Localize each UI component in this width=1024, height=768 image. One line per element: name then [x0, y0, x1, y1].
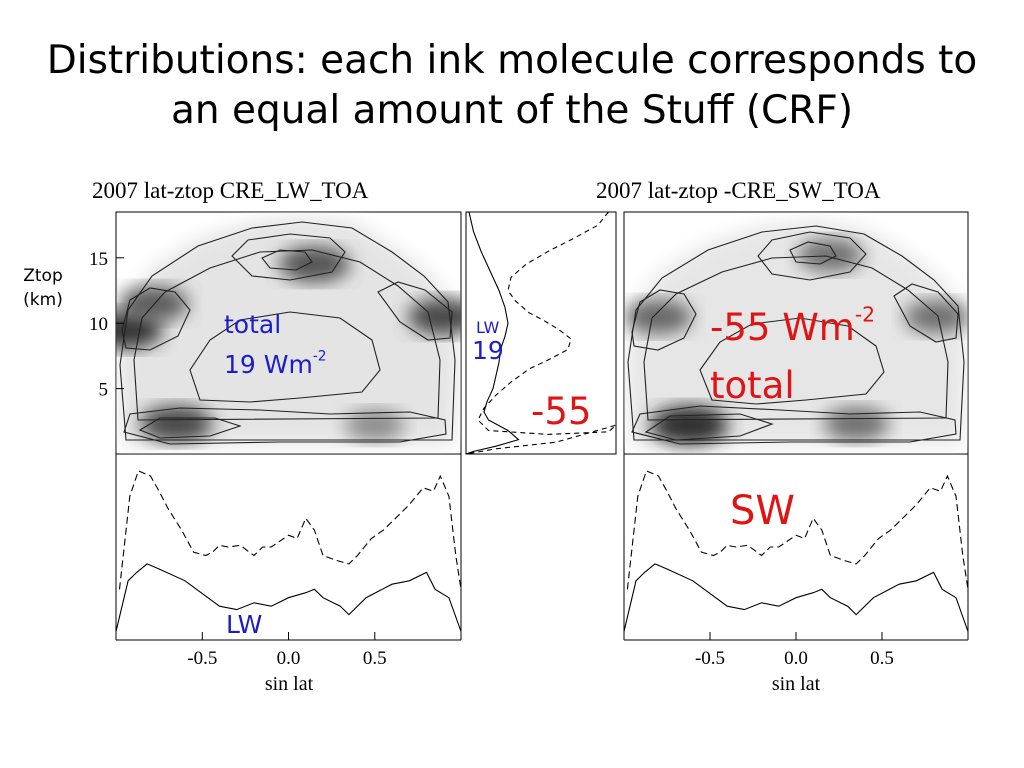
sw-label: SW	[730, 488, 795, 534]
sw-zonal-solid-line	[623, 563, 969, 632]
ztop-label-line-2: (km)	[23, 290, 63, 310]
lw-zonal-x-tick-label-2: 0.5	[363, 648, 387, 669]
sw-maximum-1	[797, 238, 864, 272]
sw-heatmap-panel	[623, 211, 969, 455]
sw-x-axis-label: sin lat	[772, 673, 821, 695]
lw-zonal-x-tick-label-1: 0.0	[277, 648, 301, 669]
lw-maximum-3	[407, 298, 461, 335]
profile-frame	[465, 211, 617, 455]
lw-total-exponent: -2	[312, 348, 327, 365]
profile-lw-value: 19	[472, 336, 504, 365]
sw-contours	[627, 225, 965, 445]
sw-low-contour	[631, 405, 957, 445]
slide-title-line-1: Distributions: each ink molecule corresp…	[46, 38, 978, 83]
lw-maximum-5	[344, 409, 405, 441]
lw-total-word: total	[224, 310, 282, 339]
lw-background-field	[118, 216, 458, 445]
profile-sw-value: -55	[531, 390, 592, 433]
profile-lw-label: LW	[476, 318, 500, 337]
lw-total-value-text: 19 Wm	[224, 350, 313, 379]
lw-zonal-x-tick-label-0: -0.5	[187, 648, 217, 669]
sw-upper-contour	[757, 231, 867, 281]
lw-heatmap-panel: 5 10 15	[89, 211, 462, 455]
sw-total-exponent: -2	[854, 302, 876, 327]
lw-total-value: 19 Wm-2	[224, 350, 327, 379]
lw-low-contour	[123, 407, 447, 445]
lw-right-contour	[377, 281, 453, 341]
profile-lw-line	[465, 211, 520, 455]
lw-contours	[119, 221, 456, 445]
sw-zonal-x-ticks: -0.5 0.0 0.5	[695, 632, 894, 669]
sw-total-word: total	[710, 364, 795, 407]
lw-outer-contour	[119, 221, 456, 441]
sw-total-value-text: -55 Wm	[710, 306, 855, 349]
lw-label: LW	[226, 610, 263, 639]
sw-zonal-panel: -0.5 0.0 0.5	[623, 454, 969, 669]
lw-mid-contour	[133, 249, 441, 421]
sw-maximum-0	[624, 299, 693, 334]
sw-zonal-x-tick-label-0: -0.5	[695, 648, 725, 669]
lw-low-core-contour	[138, 417, 242, 439]
lw-zonal-solid-line	[115, 563, 462, 632]
lw-y-tick-label-15: 15	[89, 249, 108, 270]
lw-zonal-dashed-line	[118, 470, 462, 590]
sw-panel-title: 2007 lat-ztop -CRE_SW_TOA	[596, 178, 881, 203]
sw-zonal-x-tick-label-2: 0.5	[870, 648, 894, 669]
lw-panel-title: 2007 lat-ztop CRE_LW_TOA	[92, 178, 369, 203]
ztop-axis-label: Ztop (km)	[20, 264, 66, 312]
lw-zonal-panel: -0.5 0.0 0.5	[115, 454, 462, 669]
sw-background-field	[626, 220, 966, 445]
lw-maximum-2	[278, 246, 350, 283]
lw-upper-core-contour	[261, 249, 313, 271]
sw-zonal-dashed-line	[626, 470, 969, 590]
ztop-label-line-1: Ztop	[23, 266, 63, 286]
lw-heatmap-field	[116, 216, 461, 445]
lw-upper-contour	[231, 233, 346, 281]
sw-outer-contour	[627, 225, 965, 441]
profile-panel	[465, 211, 617, 455]
lw-y-tick-label-10: 10	[89, 314, 108, 335]
lw-y-tick-label-5: 5	[99, 380, 109, 401]
slide-title-line-2: an equal amount of the Stuff (CRF)	[170, 88, 854, 133]
profile-sw-line	[465, 211, 617, 455]
sw-upper-core-contour	[789, 241, 837, 265]
sw-total-value: -55 Wm-2	[710, 302, 876, 349]
lw-maxima-group	[116, 246, 461, 443]
lw-x-axis-label: sin lat	[265, 673, 314, 695]
lw-left-contour	[121, 287, 191, 351]
sw-right-contour	[893, 283, 959, 343]
slide-title: Distributions: each ink molecule corresp…	[0, 36, 1024, 136]
lw-maximum-1	[119, 286, 189, 322]
lw-inner-contour	[189, 311, 381, 403]
sw-zonal-x-tick-label-1: 0.0	[784, 648, 808, 669]
sw-left-contour	[631, 289, 697, 351]
sw-maximum-4	[823, 407, 889, 441]
lw-y-ticks: 5 10 15	[89, 249, 124, 401]
lw-maximum-4	[140, 405, 213, 443]
sw-low-core-contour	[644, 413, 774, 441]
sw-mid-contour	[643, 255, 949, 421]
sw-inner-contour	[699, 317, 885, 405]
lw-zonal-x-ticks: -0.5 0.0 0.5	[187, 632, 387, 669]
